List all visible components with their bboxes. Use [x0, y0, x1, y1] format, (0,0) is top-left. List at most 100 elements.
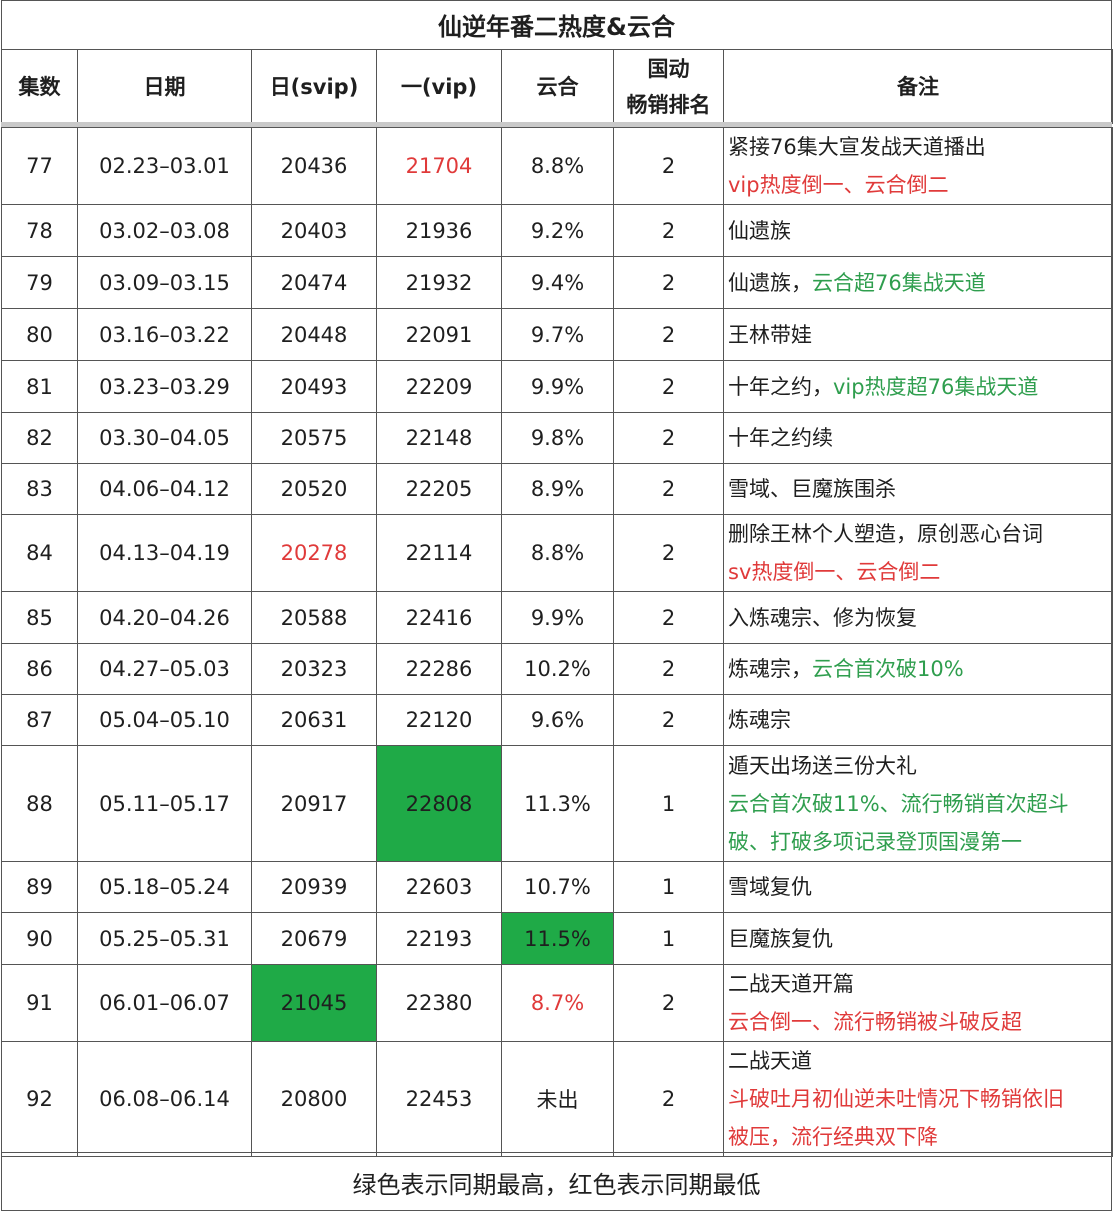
- cell-vip: 22603: [376, 861, 502, 913]
- header-episode: 集数: [1, 49, 78, 124]
- note-line: 炼魂宗，云合首次破10%: [728, 650, 1112, 688]
- cell-date: 06.01–06.07: [77, 964, 252, 1042]
- table-row: 78 03.02–03.08 20403 21936 9.2% 2 仙遗族: [1, 204, 1113, 257]
- table-title: 仙逆年番二热度&云合: [1, 0, 1112, 50]
- cell-vip: 22114: [376, 514, 502, 592]
- note-line: vip热度倒一、云合倒二: [728, 166, 1112, 204]
- cell-vip: 22091: [376, 308, 502, 361]
- cell-svip: 20939: [251, 861, 377, 913]
- cell-ep: 82: [1, 412, 78, 464]
- header-rank-line2: 畅销排名: [626, 92, 711, 117]
- cell-rank: 2: [613, 964, 724, 1042]
- note-segment: 王林带娃: [728, 322, 812, 347]
- cell-yunhe: 11.5%: [501, 912, 614, 965]
- cell-yunhe: 8.7%: [501, 964, 614, 1042]
- note-segment: 炼魂宗，: [728, 657, 812, 681]
- cell-rank: 2: [613, 694, 724, 746]
- note-line: sv热度倒一、云合倒二: [728, 553, 1112, 591]
- note-segment: 仙遗族，: [728, 270, 812, 295]
- table-row: 84 04.13–04.19 20278 22114 8.8% 2 删除王林个人塑造，原创恶…: [1, 514, 1113, 592]
- cell-date: 04.13–04.19: [77, 514, 252, 592]
- note-line: 被压，流行经典双下降: [728, 1118, 1112, 1156]
- cell-ep: 86: [1, 643, 78, 695]
- cell-note: 仙遗族: [723, 204, 1113, 257]
- cell-yunhe: 9.9%: [501, 360, 614, 413]
- header-rank: 国动 畅销排名: [613, 49, 724, 124]
- cell-date: 06.08–06.14: [77, 1041, 252, 1157]
- cell-ep: 84: [1, 514, 78, 592]
- cell-rank: 2: [613, 412, 724, 464]
- cell-svip: 20588: [251, 591, 377, 644]
- cell-note: 二战天道开篇 云合倒一、流行畅销被斗破反超: [723, 964, 1113, 1042]
- cell-ep: 91: [1, 964, 78, 1042]
- cell-ep: 83: [1, 463, 78, 515]
- cell-date: 02.23–03.01: [77, 127, 252, 205]
- note-segment: 十年之约续: [728, 426, 833, 450]
- cell-svip: 20800: [251, 1041, 377, 1157]
- cell-rank: 2: [613, 514, 724, 592]
- note-line: 仙遗族，云合超76集战天道: [728, 264, 1112, 302]
- cell-date: 04.20–04.26: [77, 591, 252, 644]
- cell-rank: 2: [613, 256, 724, 309]
- table-row: 77 02.23–03.01 20436 21704 8.8% 2 紧接76集大宣发战天道播…: [1, 127, 1113, 205]
- cell-note: 入炼魂宗、修为恢复: [723, 591, 1113, 644]
- cell-yunhe: 未出: [501, 1041, 614, 1157]
- cell-note: 雪域、巨魔族围杀: [723, 463, 1113, 515]
- cell-ep: 77: [1, 127, 78, 205]
- note-segment: 雪域、巨魔族围杀: [728, 477, 896, 501]
- cell-yunhe: 10.2%: [501, 643, 614, 695]
- note-segment: 二战天道开篇: [728, 972, 854, 996]
- note-segment: vip热度倒一、云合倒二: [728, 173, 949, 197]
- cell-ep: 78: [1, 204, 78, 257]
- note-line: 入炼魂宗、修为恢复: [728, 599, 1112, 637]
- cell-yunhe: 8.9%: [501, 463, 614, 515]
- header-divider: [1, 122, 1112, 127]
- cell-yunhe: 8.8%: [501, 514, 614, 592]
- header-note: 备注: [723, 49, 1113, 124]
- cell-ep: 87: [1, 694, 78, 746]
- cell-yunhe: 11.3%: [501, 745, 614, 862]
- cell-date: 05.25–05.31: [77, 912, 252, 965]
- table-row: 80 03.16–03.22 20448 22091 9.7% 2 王林带娃: [1, 308, 1113, 361]
- cell-vip: 22380: [376, 964, 502, 1042]
- table-row: 86 04.27–05.03 20323 22286 10.2% 2 炼魂宗，云合首次破10…: [1, 643, 1113, 695]
- cell-yunhe: 9.6%: [501, 694, 614, 746]
- cell-yunhe: 9.2%: [501, 204, 614, 257]
- note-segment: 云合超76集战天道: [812, 270, 986, 295]
- cell-note: 十年之约续: [723, 412, 1113, 464]
- cell-rank: 2: [613, 643, 724, 695]
- header-row: 集数 日期 日(svip) 一(vip) 云合 国动 畅销排名 备注: [1, 49, 1113, 124]
- header-vip: 一(vip): [376, 49, 502, 124]
- cell-svip: 20436: [251, 127, 377, 205]
- note-segment: 入炼魂宗、修为恢复: [728, 605, 917, 630]
- cell-svip: 20278: [251, 514, 377, 592]
- note-segment: sv热度倒一、云合倒二: [728, 560, 941, 584]
- table-row: 83 04.06–04.12 20520 22205 8.9% 2 雪域、巨魔族围杀: [1, 463, 1113, 515]
- cell-ep: 79: [1, 256, 78, 309]
- cell-svip: 20474: [251, 256, 377, 309]
- note-line: 雪域、巨魔族围杀: [728, 470, 1112, 508]
- cell-date: 05.04–05.10: [77, 694, 252, 746]
- table-row: 90 05.25–05.31 20679 22193 11.5% 1 巨魔族复仇: [1, 912, 1113, 965]
- table-row: 88 05.11–05.17 20917 22808 11.3% 1 遁天出场送三份大礼 云合…: [1, 745, 1113, 862]
- note-segment: 遁天出场送三份大礼: [728, 753, 917, 778]
- cell-yunhe: 8.8%: [501, 127, 614, 205]
- cell-vip: 22286: [376, 643, 502, 695]
- cell-yunhe: 9.7%: [501, 308, 614, 361]
- header-rank-line1: 国动: [647, 56, 690, 81]
- cell-ep: 89: [1, 861, 78, 913]
- cell-svip: 21045: [251, 964, 377, 1042]
- cell-vip: 22209: [376, 360, 502, 413]
- cell-svip: 20679: [251, 912, 377, 965]
- note-line: 斗破吐月初仙逆未吐情况下畅销依旧: [728, 1080, 1112, 1118]
- cell-rank: 1: [613, 745, 724, 862]
- cell-rank: 2: [613, 127, 724, 205]
- cell-note: 炼魂宗: [723, 694, 1113, 746]
- note-line: 二战天道: [728, 1043, 1112, 1081]
- cell-svip: 20631: [251, 694, 377, 746]
- note-line: 炼魂宗: [728, 701, 1112, 739]
- cell-ep: 80: [1, 308, 78, 361]
- cell-ep: 81: [1, 360, 78, 413]
- note-segment: 雪域复仇: [728, 875, 812, 899]
- note-segment: 巨魔族复仇: [728, 926, 833, 951]
